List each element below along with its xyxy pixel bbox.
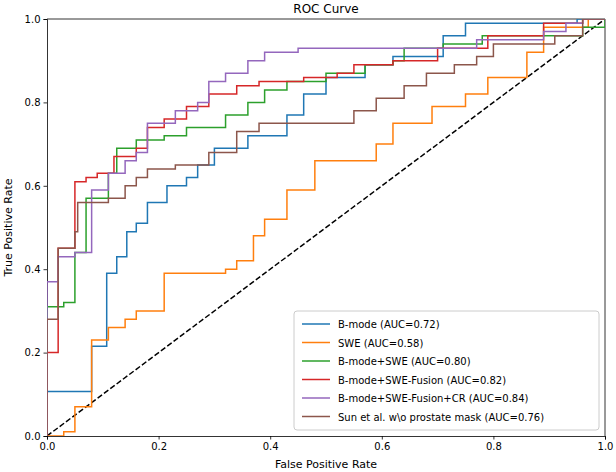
tick-mark (44, 353, 48, 354)
tick-mark (44, 436, 48, 437)
legend-swatch (302, 397, 330, 399)
tick-label: 0.2 (25, 347, 41, 358)
tick-label: 0.0 (40, 441, 56, 452)
tick-mark (44, 102, 48, 103)
frame (47, 19, 605, 20)
tick: 0.0 (40, 436, 56, 452)
tick: 0.4 (25, 264, 47, 275)
tick-mark (270, 436, 271, 440)
tick: 0.8 (486, 436, 502, 452)
title: ROC Curve (293, 2, 358, 16)
tick-label: 0.6 (374, 441, 390, 452)
tick-label: 0.2 (151, 441, 167, 452)
roc-line (47, 19, 605, 436)
lines (47, 19, 605, 436)
x-axis: 0.0 0.2 0.4 0.6 0.8 1.0 (40, 436, 614, 452)
legend-swatch (302, 360, 330, 362)
frame (605, 19, 606, 436)
tick-label: 1.0 (598, 441, 614, 452)
legend-label: B-mode+SWE-Fusion+CR (AUC=0.84) (338, 393, 529, 404)
legend-label: B-mode+SWE (AUC=0.80) (338, 356, 471, 367)
reference-line (47, 19, 605, 436)
tick: 1.0 (598, 436, 614, 452)
tick-label: 0.8 (25, 97, 41, 108)
tick: 0.6 (374, 436, 390, 452)
tick-mark (159, 436, 160, 440)
tick: 0.4 (263, 436, 279, 452)
legend-label: SWE (AUC=0.58) (338, 338, 423, 349)
tick-label: 0.4 (263, 441, 279, 452)
legend-label: B-mode+SWE-Fusion (AUC=0.82) (338, 375, 506, 386)
roc-line (47, 19, 605, 436)
tick-mark (382, 436, 383, 440)
roc-line (47, 19, 605, 436)
legend: B-mode (AUC=0.72) SWE (AUC=0.58) B-mode+SW… (294, 311, 599, 430)
tick-label: 0.8 (486, 441, 502, 452)
tick: 0.0 (25, 431, 47, 442)
roc-line (47, 19, 605, 436)
tick: 0.6 (25, 181, 47, 192)
tick: 0.2 (25, 347, 47, 358)
tick: 1.0 (25, 14, 47, 25)
legend-box (294, 311, 599, 430)
x-axis-title: False Positive Rate (275, 458, 377, 471)
legend-swatch (302, 342, 330, 344)
legend-swatch (302, 416, 330, 418)
tick: 0.8 (25, 97, 47, 108)
tick: 0.2 (151, 436, 167, 452)
tick-mark (44, 186, 48, 187)
y-axis: 0.0 0.2 0.4 0.6 0.8 1.0 (25, 14, 48, 442)
plot: 0.0 0.2 0.4 0.6 0.8 1.0 0.0 0.2 0.4 0.6 0.8 1.0 B-mo… (25, 14, 614, 452)
tick-mark (605, 436, 606, 440)
axis-line (44, 20, 48, 437)
axis-line (48, 437, 606, 440)
legend-label: Sun et al. w\o prostate mask (AUC=0.76) (338, 412, 544, 423)
tick-mark (44, 269, 48, 270)
tick-label: 0.6 (25, 181, 41, 192)
legend-swatch (302, 379, 330, 381)
roc-line (47, 19, 605, 436)
legend-label: B-mode (AUC=0.72) (338, 319, 440, 330)
tick-label: 0.0 (25, 431, 41, 442)
legend-swatch (302, 323, 330, 325)
tick-label: 0.4 (25, 264, 41, 275)
roc-line (47, 19, 605, 436)
tick-mark (44, 19, 48, 20)
tick-mark (493, 436, 494, 440)
chart: 0.0 0.2 0.4 0.6 0.8 1.0 0.0 0.2 0.4 0.6 0.8 1.0 B-mo… (0, 0, 616, 472)
y-axis-title: True Positive Rate (2, 178, 15, 277)
tick-label: 1.0 (25, 14, 41, 25)
